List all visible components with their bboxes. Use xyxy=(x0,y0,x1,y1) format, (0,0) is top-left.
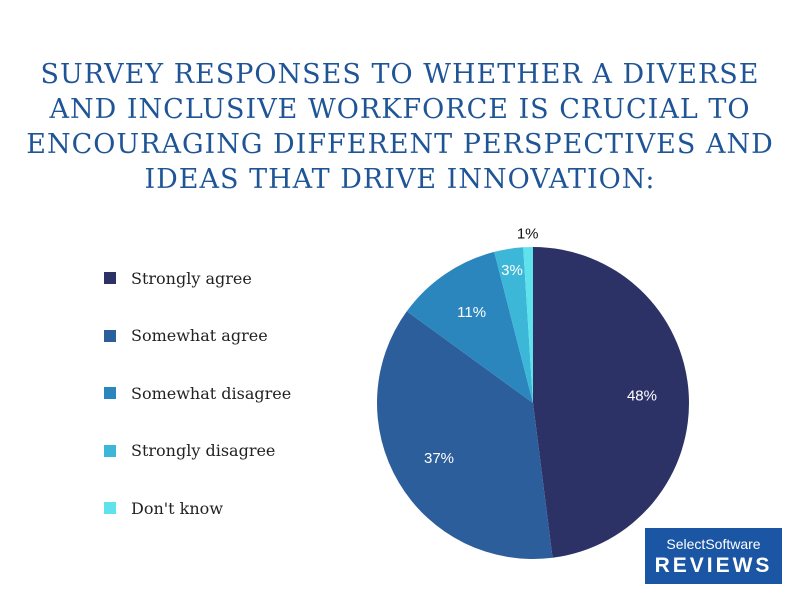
pie-slice-don-t-know xyxy=(523,247,533,403)
data-label-don-t-know: 1% xyxy=(517,226,539,243)
legend-label: Somewhat agree xyxy=(131,326,268,345)
legend-label: Strongly disagree xyxy=(131,441,276,460)
pie-slice-somewhat-disagree xyxy=(406,251,533,403)
data-label-somewhat-agree: 37% xyxy=(424,450,454,467)
brand-subtitle: REVIEWS xyxy=(654,554,773,577)
chart-title: Survey responses to whether a diverse an… xyxy=(26,59,774,195)
legend-item-somewhat-agree: Somewhat agree xyxy=(104,326,291,346)
legend-item-strongly-agree: Strongly agree xyxy=(104,268,291,288)
brand-name: SelectSoftware xyxy=(666,536,761,552)
legend-label: Strongly agree xyxy=(131,268,252,288)
legend-swatch xyxy=(104,272,116,284)
data-label-strongly-disagree: 3% xyxy=(501,262,523,279)
pie-chart: 48% 37% 11% 3% 1% xyxy=(377,226,690,559)
legend-label: Somewhat disagree xyxy=(131,383,292,403)
legend-item-somewhat-disagree: Somewhat disagree xyxy=(104,383,291,403)
brand-logo: SelectSoftware REVIEWS xyxy=(645,528,782,584)
pie-slice-strongly-disagree xyxy=(494,247,533,403)
legend-swatch xyxy=(104,329,116,342)
legend-swatch xyxy=(104,444,116,457)
data-label-strongly-agree: 48% xyxy=(627,388,657,405)
data-label-somewhat-disagree: 11% xyxy=(457,304,486,321)
pie-slice-somewhat-agree xyxy=(377,311,553,559)
legend-item-don-t-know: Don't know xyxy=(104,498,291,518)
legend-swatch xyxy=(104,387,116,399)
legend-item-strongly-disagree: Strongly disagree xyxy=(104,441,291,461)
pie-slice-strongly-agree xyxy=(533,247,690,558)
legend: Strongly agree Somewhat agree Somewhat dis… xyxy=(104,268,291,556)
legend-swatch xyxy=(104,502,116,514)
legend-label: Don't know xyxy=(131,498,224,518)
